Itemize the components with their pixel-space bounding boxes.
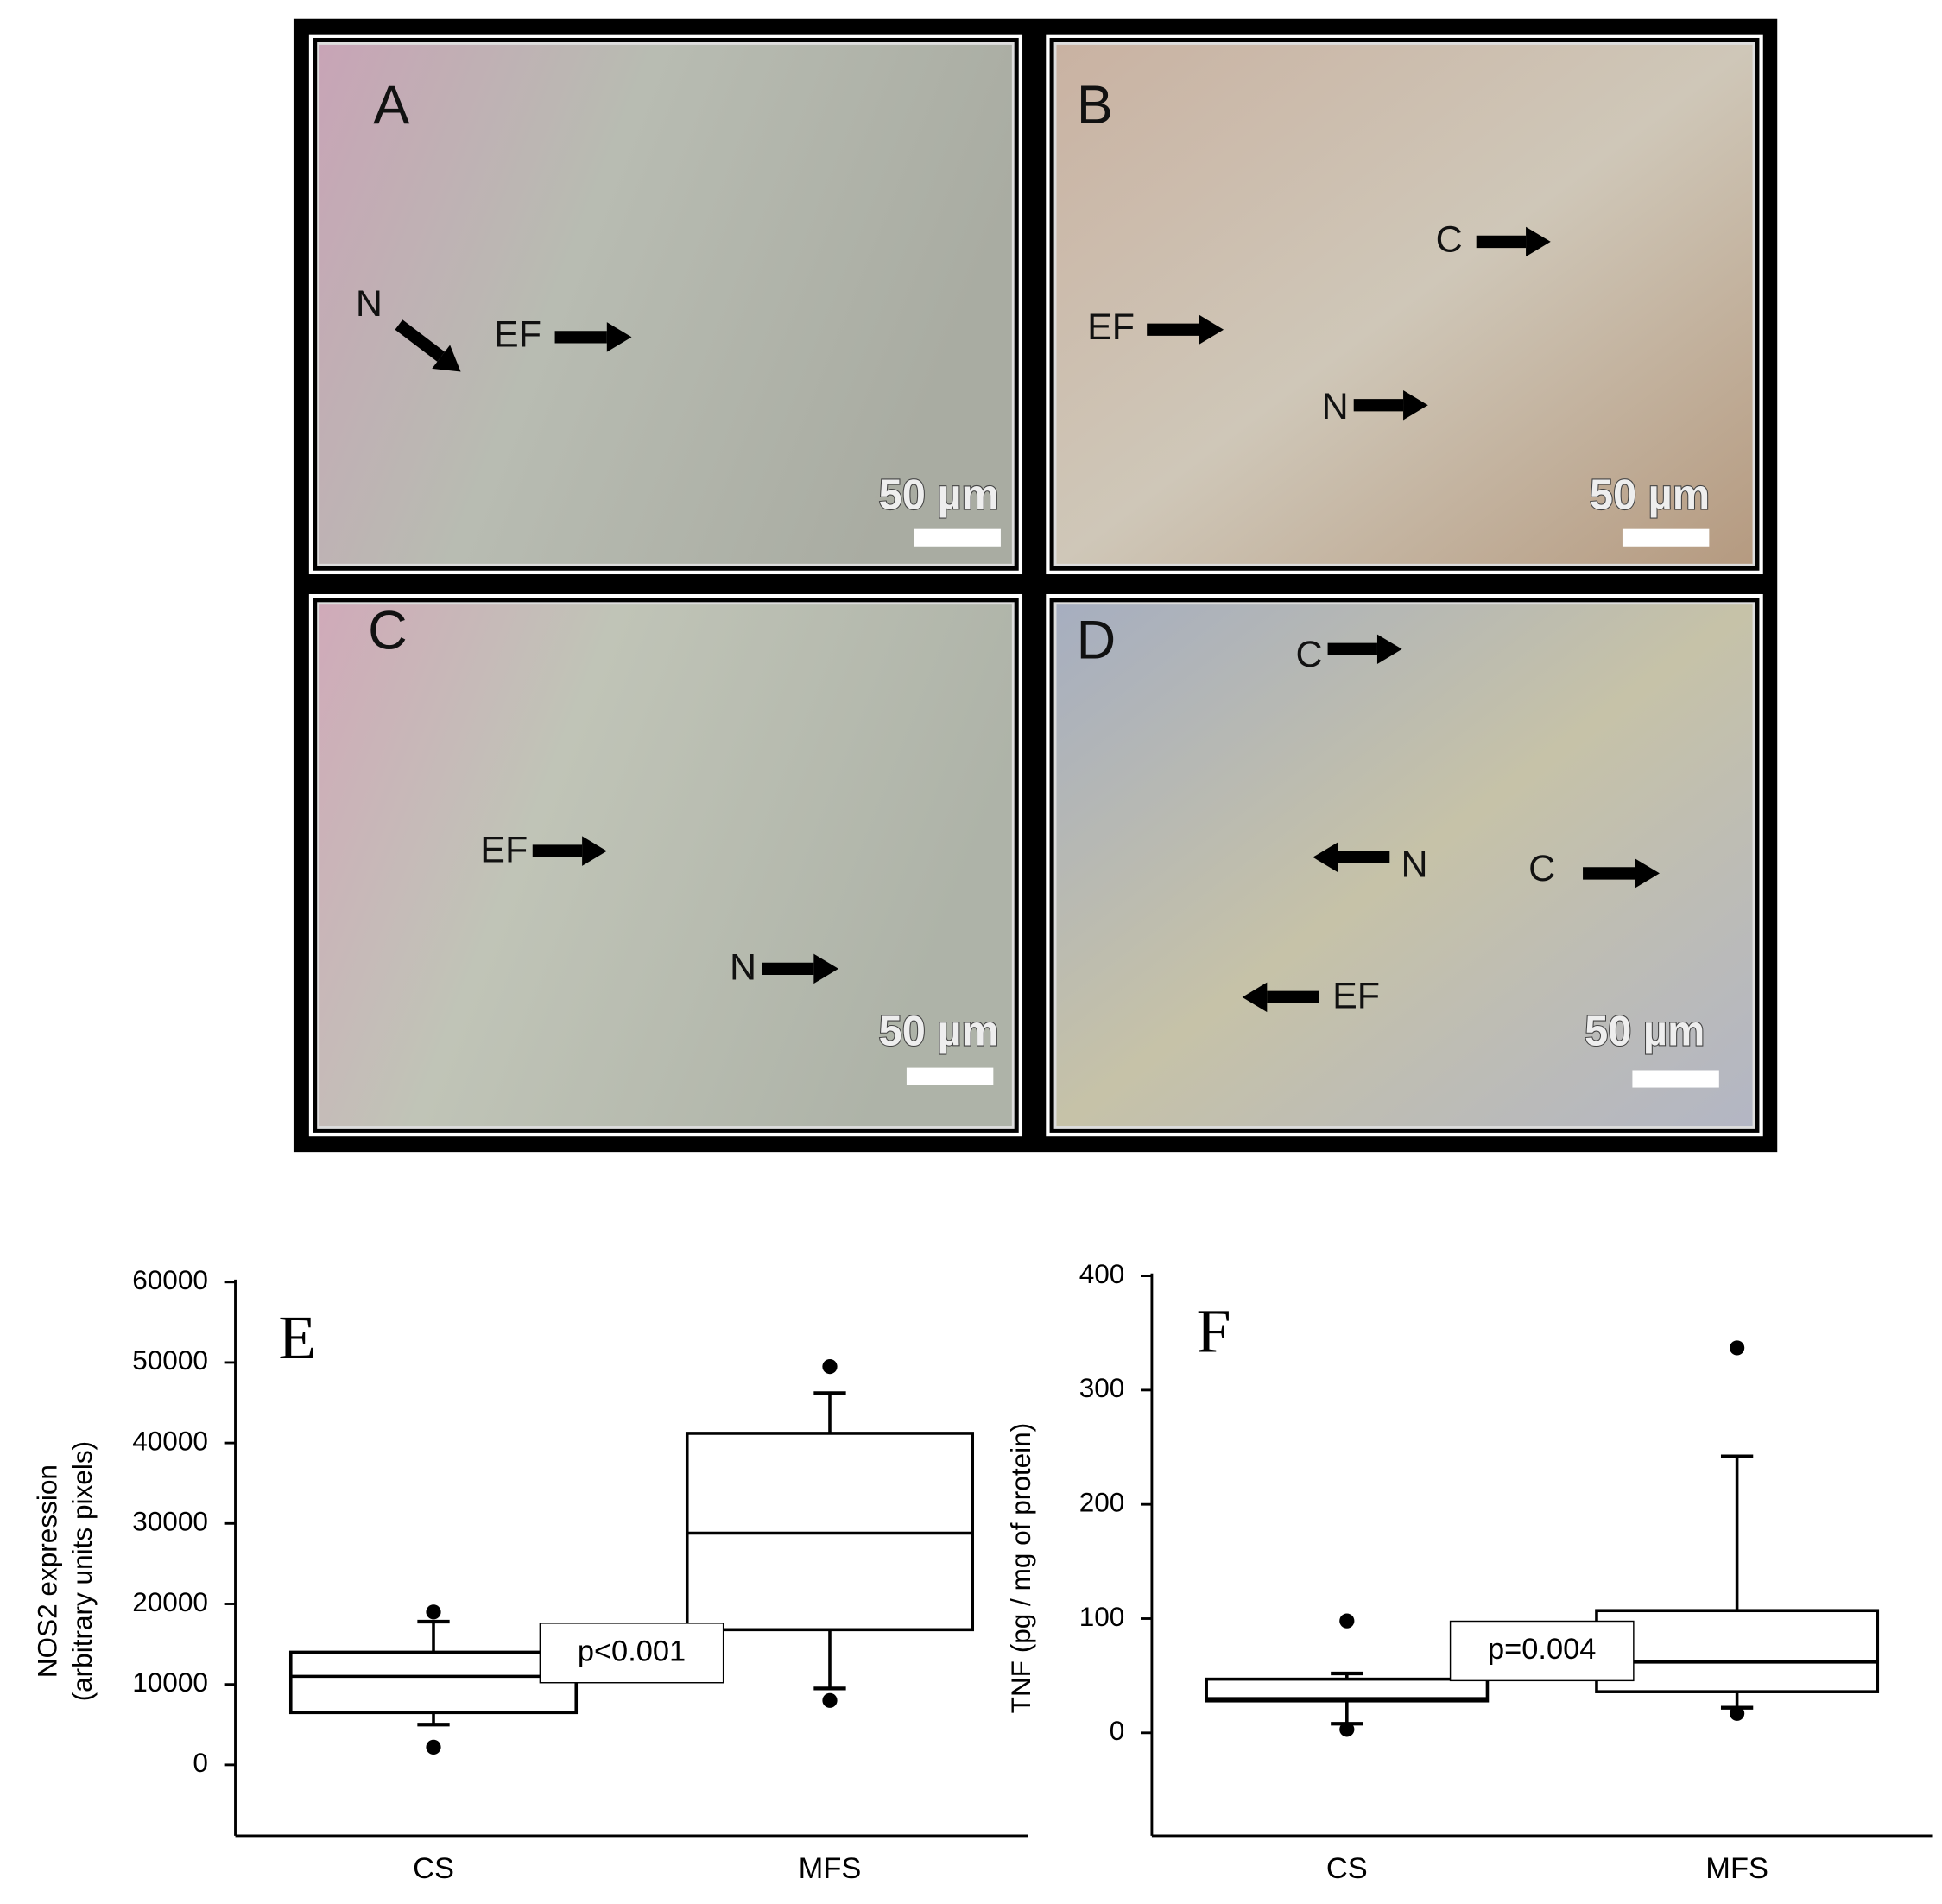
annotation: p=0.004 — [1488, 1633, 1596, 1666]
panel-label: C — [368, 600, 408, 661]
annotation: EF — [1087, 307, 1135, 348]
outlier — [1730, 1340, 1745, 1356]
micrograph-border — [1046, 34, 1763, 575]
micrograph — [317, 41, 1015, 566]
y-tick-label: 0 — [1110, 1715, 1125, 1746]
y-tick-label: 30000 — [132, 1506, 208, 1537]
annotation: N — [730, 947, 756, 989]
micrograph-border — [1046, 593, 1763, 1137]
y-tick-label: 40000 — [132, 1425, 208, 1456]
outlier — [1730, 1705, 1745, 1721]
arrow-head — [606, 322, 632, 352]
arrow-head — [1376, 634, 1402, 665]
annotation: C — [1528, 848, 1555, 889]
annotation: p<0.001 — [578, 1635, 686, 1667]
scale-bar-label: 50 µm — [879, 472, 999, 519]
panel-label: B — [1077, 75, 1113, 136]
micrograph-border — [308, 593, 1023, 1137]
y-tick-label: 50000 — [132, 1344, 208, 1376]
arrow-head — [813, 953, 839, 984]
annotation: N — [356, 283, 383, 325]
scale-bar — [906, 1067, 994, 1085]
y-tick-label: 60000 — [132, 1264, 208, 1295]
scale-bar-label: 50 µm — [1590, 472, 1710, 519]
annotation: C — [1436, 218, 1463, 260]
scale-bar — [1632, 1070, 1719, 1088]
y-tick-label: 400 — [1079, 1258, 1125, 1289]
y-axis-label: TNF (pg / mg of protein) — [1005, 1423, 1036, 1714]
arrow-head — [1199, 314, 1224, 345]
annotation-box — [1449, 1620, 1635, 1682]
arrow-head — [1403, 390, 1428, 421]
arrow-head — [582, 836, 607, 866]
outlier — [1339, 1613, 1355, 1629]
annotation: C — [1296, 634, 1323, 675]
annotation: EF — [494, 314, 541, 356]
annotation-box — [539, 1623, 724, 1684]
y-axis-label: NOS2 expression — [32, 1464, 63, 1678]
box — [685, 1432, 975, 1632]
scale-bar-label: 50 µm — [1585, 1009, 1705, 1055]
box — [288, 1650, 579, 1715]
y-tick-label: 20000 — [132, 1586, 208, 1617]
scale-bar-label: 50 µm — [879, 1009, 999, 1055]
annotation: N — [1322, 386, 1349, 427]
arrow-shaft — [395, 319, 446, 362]
y-tick-label: 10000 — [132, 1667, 208, 1698]
x-tick-label: MFS — [799, 1852, 862, 1885]
panel-label: F — [1197, 1297, 1231, 1366]
annotation: EF — [1332, 976, 1380, 1017]
annotation: EF — [480, 829, 528, 870]
micrograph — [317, 602, 1015, 1129]
arrow-head — [1313, 842, 1338, 872]
x-tick-label: MFS — [1705, 1852, 1768, 1885]
y-tick-label: 200 — [1079, 1487, 1125, 1518]
panel-label: E — [278, 1303, 316, 1372]
y-tick-label: 300 — [1079, 1372, 1125, 1403]
x-tick-label: CS — [1326, 1852, 1368, 1885]
arrow-head — [432, 345, 461, 372]
outlier — [426, 1739, 441, 1755]
box — [1595, 1609, 1880, 1693]
panel-label: A — [373, 75, 409, 136]
scale-bar — [1622, 528, 1710, 547]
arrow-head — [1635, 858, 1660, 889]
annotation: N — [1401, 844, 1427, 886]
arrow-head — [1526, 226, 1551, 257]
outlier — [822, 1358, 838, 1375]
y-tick-label: 0 — [193, 1747, 208, 1778]
micrograph — [1053, 41, 1755, 566]
arrow-head — [1242, 982, 1268, 1013]
x-tick-label: CS — [413, 1852, 454, 1885]
y-tick-label: 100 — [1079, 1601, 1125, 1632]
micrograph-border — [308, 34, 1023, 575]
outlier — [426, 1604, 441, 1620]
outlier — [1339, 1722, 1355, 1737]
panel-label: D — [1077, 610, 1116, 671]
y-axis-label: (arbitrary units pixels) — [66, 1441, 98, 1702]
scale-bar — [914, 528, 1001, 547]
outlier — [822, 1692, 838, 1708]
